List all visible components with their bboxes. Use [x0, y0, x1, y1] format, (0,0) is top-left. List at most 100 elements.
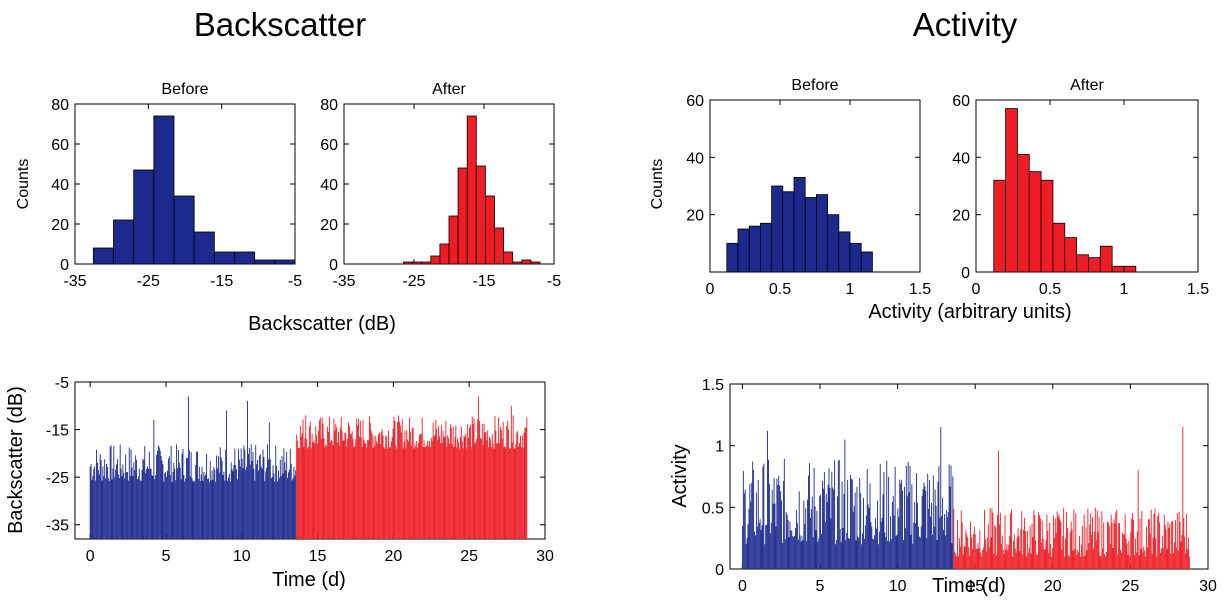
histogram-bar: [737, 228, 750, 273]
x-tick-label: 1.5: [1187, 281, 1209, 298]
y-tick-label: -25: [46, 470, 69, 487]
x-tick-label: 5: [816, 578, 825, 595]
histogram-bar: [827, 214, 840, 273]
histogram-bar: [1064, 237, 1078, 273]
y-tick-label: 20: [51, 217, 69, 234]
histogram-bar: [193, 231, 215, 265]
histogram-bar: [466, 115, 477, 265]
activity-after-histogram: After 0 0.5 1 1.5 0 20 40 60: [952, 77, 1209, 298]
right-figure-title: Activity: [913, 6, 1018, 43]
x-tick-label: 1.5: [909, 281, 931, 298]
x-tick-label: 30: [536, 548, 554, 565]
y-tick-label: 0.5: [702, 500, 724, 517]
y-axis-label: Counts: [15, 159, 32, 210]
histogram-bar: [530, 261, 541, 265]
x-tick-label: 15: [309, 548, 327, 565]
histogram-bar: [849, 242, 862, 273]
panel-title: Before: [791, 77, 838, 94]
x-axis-label: Time (d): [272, 569, 346, 591]
histogram-bar: [448, 215, 459, 265]
x-tick-label: 0: [972, 281, 981, 298]
x-tick-label: 20: [384, 548, 402, 565]
x-tick-label: -15: [210, 273, 233, 290]
histogram-bar: [1076, 254, 1089, 273]
histogram-bar: [521, 259, 532, 265]
histogram-bar: [771, 185, 784, 273]
histogram-bar: [793, 176, 806, 273]
histogram-bar: [133, 169, 155, 265]
histogram-bar: [412, 261, 423, 265]
x-tick-label: 1: [846, 281, 855, 298]
histogram-bar: [457, 167, 468, 265]
y-tick-label: 80: [51, 97, 69, 114]
histogram-bar: [430, 255, 441, 265]
histogram-bar: [816, 194, 829, 273]
y-tick-label: 60: [686, 93, 704, 110]
y-tick-label: -15: [46, 423, 69, 440]
x-tick-label: 0: [738, 578, 747, 595]
x-tick-label: 0.5: [769, 281, 791, 298]
histogram-bar: [503, 251, 514, 265]
histogram-bar: [760, 222, 773, 273]
y-tick-label: 40: [51, 177, 69, 194]
y-tick-label: 60: [51, 137, 69, 154]
y-tick-label: 40: [952, 150, 970, 167]
panel-title: After: [432, 81, 466, 98]
x-tick-label: 30: [1199, 578, 1217, 595]
histogram-bar: [403, 261, 414, 265]
histogram-bar: [1005, 108, 1018, 273]
backscatter-before-histogram: Before Counts -35 -25 -15 -5 0 20 40 60 80: [15, 81, 302, 290]
histogram-bar: [1123, 265, 1137, 273]
histogram-bar: [254, 259, 276, 265]
y-tick-label: 1: [715, 439, 724, 456]
y-axis-label: Counts: [649, 159, 666, 210]
y-tick-label: 0: [715, 562, 724, 579]
histogram-bar: [475, 165, 486, 265]
histogram-bar: [782, 191, 795, 273]
x-tick-label: 25: [460, 548, 478, 565]
histogram-bar: [1088, 257, 1101, 273]
histogram-bar: [173, 195, 195, 265]
backscatter-time-series: Backscatter (dB) Time (d) 0 5 10 15 20 25 30 -5 -1…: [5, 375, 554, 591]
histogram-bar: [92, 247, 114, 265]
histogram-bar: [1028, 171, 1042, 273]
x-tick-label: 1: [1120, 281, 1129, 298]
histogram-bar: [726, 242, 739, 273]
histogram-bar: [993, 179, 1007, 273]
panel-title: After: [1070, 77, 1104, 94]
y-axis-label: Backscatter (dB): [5, 386, 27, 534]
histogram-bar: [234, 251, 256, 265]
histogram-bar: [1040, 179, 1054, 273]
x-tick-label: -35: [332, 273, 355, 290]
x-tick-label: 0.5: [1039, 281, 1061, 298]
y-tick-label: 20: [686, 208, 704, 225]
histogram-bar: [484, 195, 495, 265]
x-tick-label: 20: [1044, 578, 1062, 595]
x-tick-label: -15: [472, 273, 495, 290]
left-hist-xlabel: Backscatter (dB): [248, 313, 396, 335]
panel-title: Before: [161, 81, 208, 98]
y-tick-label: 0: [60, 257, 69, 274]
left-figure-title: Backscatter: [194, 6, 366, 43]
y-tick-label: 1.5: [702, 377, 724, 394]
x-tick-label: 10: [889, 578, 907, 595]
y-tick-label: 0: [961, 265, 970, 282]
x-tick-label: -5: [547, 273, 561, 290]
x-tick-label: 10: [233, 548, 251, 565]
y-tick-label: -5: [55, 375, 69, 392]
right-hist-xlabel: Activity (arbitrary units): [868, 301, 1071, 323]
histogram-bar: [421, 261, 432, 265]
histogram-bar: [274, 259, 296, 265]
x-axis-label: Time (d): [932, 575, 1006, 597]
histogram-bar: [860, 251, 873, 273]
y-tick-label: 60: [320, 137, 338, 154]
histogram-bar: [153, 115, 175, 265]
x-tick-label: -35: [63, 273, 86, 290]
histogram-bar: [1017, 154, 1030, 273]
y-tick-label: 40: [686, 150, 704, 167]
histogram-bar: [838, 231, 851, 273]
x-tick-label: -5: [288, 273, 302, 290]
x-tick-label: 0: [706, 281, 715, 298]
histogram-bar: [1052, 222, 1066, 273]
